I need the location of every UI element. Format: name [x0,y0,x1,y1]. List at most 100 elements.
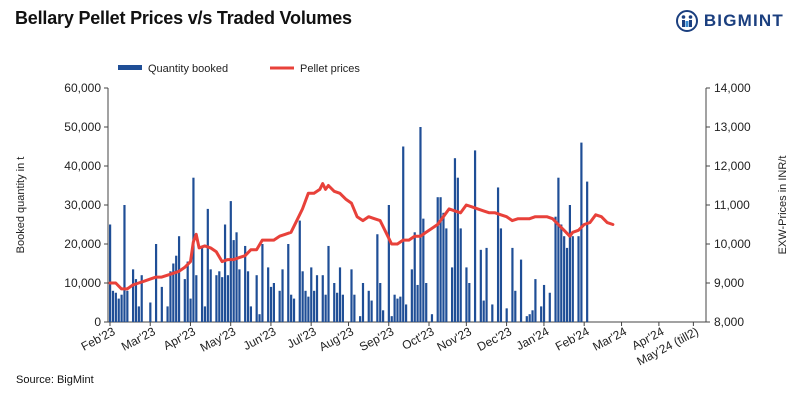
quantity-bar [485,247,488,322]
quantity-bar [272,283,276,322]
legend-label-prices: Pellet prices [300,63,360,75]
x-axis-ticks: Feb'23 Mar'23 Apr'23 May'23 Jun'23 Jul'23Aug'… [79,322,701,368]
quantity-bar [505,308,508,322]
quantity-bar [120,294,123,322]
quantity-bar [149,302,152,322]
quantity-bar [353,294,356,322]
quantity-bar [580,142,583,322]
quantity-bar [315,275,319,322]
quantity-bar [301,271,304,322]
logo-text: BIGMINT [703,11,784,30]
quantity-bar [226,275,230,322]
quantity-bar [445,228,448,322]
quantity-bar [511,247,514,322]
quantity-bar [496,187,500,322]
x-tick-label: Apr'23 [161,324,198,353]
chart-title: Bellary Pellet Prices v/s Traded Volumes [15,8,352,28]
x-tick-label: Jun'23 [241,324,279,353]
quantity-bar [450,267,454,322]
quantity-bar [324,294,327,322]
quantity-bar [528,314,531,322]
quantity-bar [333,283,336,322]
quantity-bar [413,232,416,322]
left-tick-label: 20,000 [64,237,101,251]
quantity-bar [255,275,258,322]
quantity-bar [287,244,290,322]
quantity-bar [246,271,250,322]
quantity-bar [172,263,175,322]
right-tick-label: 10,000 [714,237,751,251]
quantity-bar [473,150,477,322]
quantity-bar [367,290,370,322]
right-tick-label: 13,000 [714,120,751,134]
quantity-bar [189,298,192,322]
quantity-bar [292,298,296,322]
price-line [108,182,615,291]
right-tick-label: 11,000 [714,198,750,212]
quantity-bar [560,224,563,322]
quantity-bar [183,279,186,322]
x-tick-label: Mar'23 [119,324,158,354]
quantity-bar [281,269,284,322]
quantity-bar [109,224,112,322]
quantity-bar [390,316,393,322]
quantity-bars [109,127,589,322]
quantity-bar [131,269,135,322]
quantity-bar [126,290,129,322]
source-note: Source: BigMint [16,374,94,386]
quantity-bar [459,228,462,322]
quantity-bar [123,205,126,322]
quantity-bar [186,261,189,322]
quantity-bar [223,224,227,322]
quantity-bar [499,228,503,322]
quantity-bar [203,306,207,322]
quantity-bar [235,232,238,322]
quantity-bar [244,245,247,322]
quantity-bar [278,290,281,322]
quantity-bar [525,316,528,322]
legend-label-quantity: Quantity booked [148,63,228,75]
quantity-bar [258,314,261,322]
quantity-bar [232,240,235,322]
quantity-bar [416,284,419,322]
quantity-bar [304,290,307,322]
quantity-bar [338,267,342,322]
quantity-bar [542,284,546,322]
right-tick-label: 12,000 [714,159,751,173]
quantity-bar [238,269,241,322]
quantity-bar [393,294,396,322]
quantity-bar [177,236,181,322]
quantity-bar [387,205,390,322]
quantity-bar [117,298,120,322]
quantity-bar [563,236,566,322]
left-tick-label: 0 [94,315,101,329]
quantity-bar [313,290,316,322]
quantity-bar [571,236,574,322]
quantity-bar [209,269,212,322]
quantity-bar [405,304,408,322]
quantity-bar [540,306,543,322]
quantity-bar [557,177,560,322]
bigmint-logo: BIGMINT [675,10,784,32]
quantity-bar [586,181,589,322]
quantity-bar [206,208,209,322]
quantity-bar [310,267,313,322]
x-tick-label: Feb'24 [553,324,592,354]
x-tick-label: Oct'23 [400,324,437,353]
quantity-bar [221,277,224,322]
quantity-bar [134,279,138,322]
quantity-bar [453,158,457,322]
quantity-bar [491,304,494,322]
left-tick-label: 30,000 [64,198,101,212]
left-axis-ticks: 0 10,000 20,000 30,000 40,000 50,000 60,000 [64,81,108,329]
quantity-bar [456,177,459,322]
quantity-bar [327,245,330,322]
quantity-bar [402,146,405,322]
quantity-bar [359,316,362,322]
left-tick-label: 40,000 [64,159,101,173]
quantity-bar [554,216,557,322]
quantity-bar [442,212,445,322]
quantity-bar [361,283,365,322]
x-tick-label: Jan'24 [514,324,552,353]
quantity-bar [175,255,178,322]
